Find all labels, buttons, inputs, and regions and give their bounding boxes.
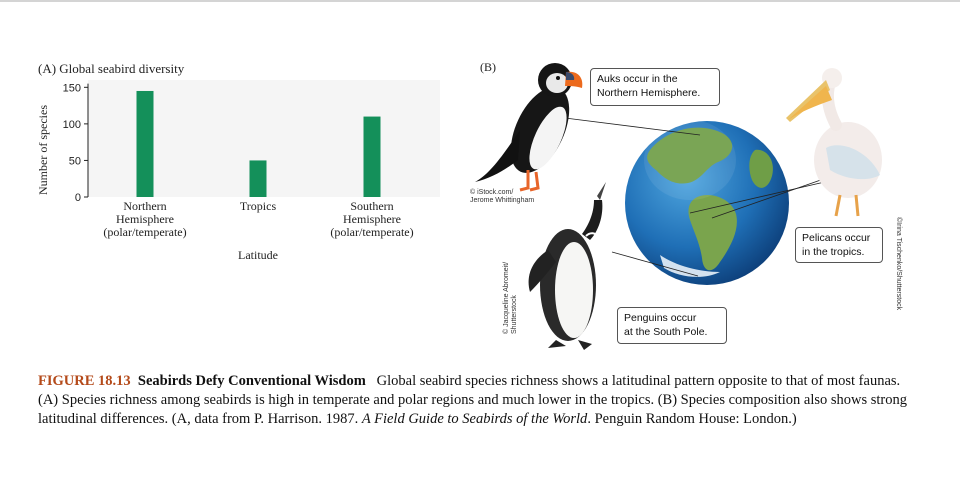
penguin-photo-credit: © Jacqueline Abromeit/ Shutterstock: [503, 262, 519, 334]
x-category-label: Tropics: [240, 199, 277, 213]
x-category-label: Hemisphere: [343, 212, 401, 226]
x-axis-title: Latitude: [238, 248, 278, 262]
caption-book-title: A Field Guide to Seabirds of the World: [361, 411, 588, 427]
puffin-credit-line-2: Jerome Whittingham: [470, 197, 535, 204]
pelican-icon: [786, 68, 882, 217]
figure-number: FIGURE 18.13: [38, 373, 131, 389]
figure-title: Seabirds Defy Conventional Wisdom: [137, 373, 366, 389]
pelicans-callout-line-1: Pelicans occur: [802, 232, 871, 244]
penguins-pointer-line: [611, 251, 699, 277]
caption-end: . Penguin Random House: London.): [587, 411, 797, 427]
bar: [249, 160, 267, 197]
penguin-icon: [528, 182, 606, 350]
penguin-credit-line-1: © Jacqueline Abromeit/: [503, 261, 510, 334]
auks-callout-line-1: Auks occur in the: [597, 73, 678, 85]
y-axis-title: Number of species: [36, 105, 50, 195]
penguins-callout-line-2: at the South Pole.: [624, 326, 708, 338]
panel-b-illustration: [475, 63, 882, 350]
pelican-photo-credit: ©Irina Tischenko/Shutterstock: [894, 217, 902, 310]
x-category-label: (polar/temperate): [103, 225, 186, 239]
panel-a-title: (A) Global seabird diversity: [38, 61, 185, 76]
penguins-callout: Penguins occur at the South Pole.: [617, 307, 727, 344]
panel-b-label: (B): [480, 60, 496, 74]
top-rule: [0, 0, 960, 2]
bar: [363, 116, 381, 197]
x-category-label: Northern: [123, 199, 166, 213]
y-tick-label: 50: [69, 155, 81, 167]
x-category-label: (polar/temperate): [330, 225, 413, 239]
penguins-callout-line-1: Penguins occur: [624, 312, 697, 324]
penguin-credit-line-2: Shutterstock: [511, 295, 518, 334]
pelicans-callout: Pelicans occur in the tropics.: [795, 227, 883, 263]
puffin-icon: [475, 63, 583, 192]
globe-icon: [625, 120, 789, 285]
y-tick-label: 100: [63, 119, 81, 131]
x-category-label: Southern: [350, 199, 393, 213]
auks-pointer-line: [564, 117, 701, 136]
y-tick-label: 0: [75, 192, 81, 204]
bar-chart: 050100150NorthernHemisphere(polar/temper…: [36, 80, 440, 262]
y-tick-label: 150: [63, 82, 81, 94]
auks-callout-line-2: Northern Hemisphere.: [597, 87, 701, 99]
figure-caption: FIGURE 18.13 Seabirds Defy Conventional …: [38, 372, 918, 429]
chart-layer: 050100150NorthernHemisphere(polar/temper…: [63, 82, 414, 239]
pelicans-callout-line-2: in the tropics.: [802, 246, 865, 258]
bar: [136, 90, 154, 197]
caption-body: Global seabird species richness shows a …: [38, 373, 908, 427]
x-category-label: Hemisphere: [116, 212, 174, 226]
puffin-photo-credit: © iStock.com/ Jerome Whittingham: [470, 189, 534, 205]
auks-callout: Auks occur in the Northern Hemisphere.: [590, 68, 720, 106]
puffin-credit-line-1: © iStock.com/: [470, 189, 514, 196]
pelican-credit-line-1: ©Irina Tischenko/Shutterstock: [895, 217, 902, 311]
